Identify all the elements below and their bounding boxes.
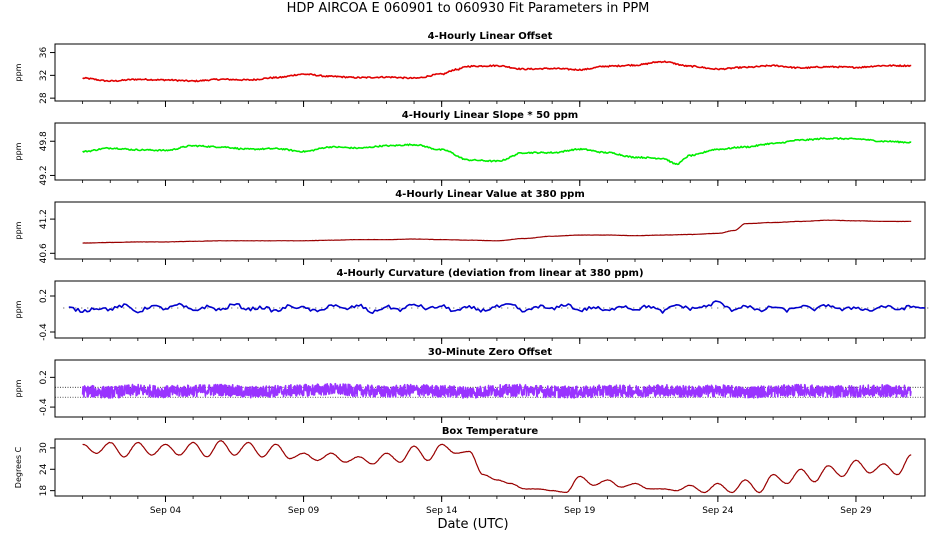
x-tick-label: Sep 09 — [288, 506, 320, 516]
y-axis-label: ppm — [14, 142, 23, 160]
y-tick-label: 40.6 — [39, 243, 49, 263]
y-tick-label: 36 — [39, 47, 49, 59]
panel-frame — [54, 280, 926, 339]
panel-title: Box Temperature — [442, 426, 539, 437]
y-tick-label: 28 — [39, 92, 49, 104]
panel-frame — [54, 43, 926, 102]
y-axis-label: Degrees C — [14, 446, 23, 488]
chart-panel-3: 4-Hourly Linear Value at 380 ppm 40.6 41.2… — [14, 189, 926, 265]
x-tick-label: Sep 14 — [426, 506, 458, 516]
panel-frame — [54, 438, 926, 497]
y-tick-label: 18 — [39, 485, 49, 497]
x-tick-label: Sep 19 — [564, 506, 596, 516]
figure-title: HDP AIRCOA E 060901 to 060930 Fit Parame… — [286, 1, 650, 16]
y-axis-label: ppm — [14, 379, 23, 397]
x-tick-label: Sep 24 — [702, 506, 734, 516]
y-axis-label: ppm — [14, 63, 23, 81]
panel-frame — [54, 122, 926, 181]
y-tick-label: 24 — [39, 463, 49, 475]
chart-panels: 4-Hourly Linear Offset283236ppm4-Hourly … — [14, 31, 931, 516]
panel-title: 30-Minute Zero Offset — [428, 347, 552, 358]
panel-title: 4-Hourly Linear Offset — [428, 31, 553, 42]
y-tick-label: 0.2 — [39, 289, 49, 303]
y-tick-label: 30 — [39, 442, 49, 454]
series-line — [81, 382, 912, 399]
panel-frame — [54, 201, 926, 260]
x-tick-label: Sep 04 — [150, 506, 182, 516]
y-tick-label: -0.4 — [39, 398, 49, 416]
series-line — [68, 300, 926, 315]
x-tick-label: Sep 29 — [840, 506, 872, 516]
y-axis-label: ppm — [14, 300, 23, 318]
y-tick-label: 32 — [39, 70, 49, 81]
y-tick-label: 49.8 — [39, 131, 49, 151]
chart-panel-1: 4-Hourly Linear Offset 28 32 36 ppm — [14, 31, 926, 107]
panel-title: 4-Hourly Linear Value at 380 ppm — [395, 189, 585, 200]
panel-title: 4-Hourly Curvature (deviation from linea… — [336, 268, 643, 279]
y-tick-label: -0.4 — [39, 323, 49, 341]
series-line — [82, 137, 912, 166]
y-axis-label: ppm — [14, 221, 23, 239]
series-line — [82, 60, 912, 83]
x-axis-label: Date (UTC) — [437, 517, 509, 532]
series-line — [82, 440, 912, 494]
y-tick-label: 41.2 — [39, 209, 49, 229]
y-tick-label: 0.2 — [39, 370, 49, 384]
chart-panel-6: Box Temperature 18 24 30 Degrees C Sep 04 Sep … — [14, 426, 926, 516]
chart-panel-4: 4-Hourly Curvature (deviation from linea… — [14, 268, 931, 344]
panel-frame — [54, 359, 926, 418]
chart-panel-2: 4-Hourly Linear Slope * 50 ppm 49.2 49.8 pp… — [14, 110, 926, 186]
y-tick-label: 49.2 — [39, 165, 49, 185]
chart-panel-5: 30-Minute Zero Offset -0.4 0.2 ppm — [14, 347, 926, 423]
panel-title: 4-Hourly Linear Slope * 50 ppm — [402, 110, 578, 121]
series-line — [82, 219, 912, 244]
